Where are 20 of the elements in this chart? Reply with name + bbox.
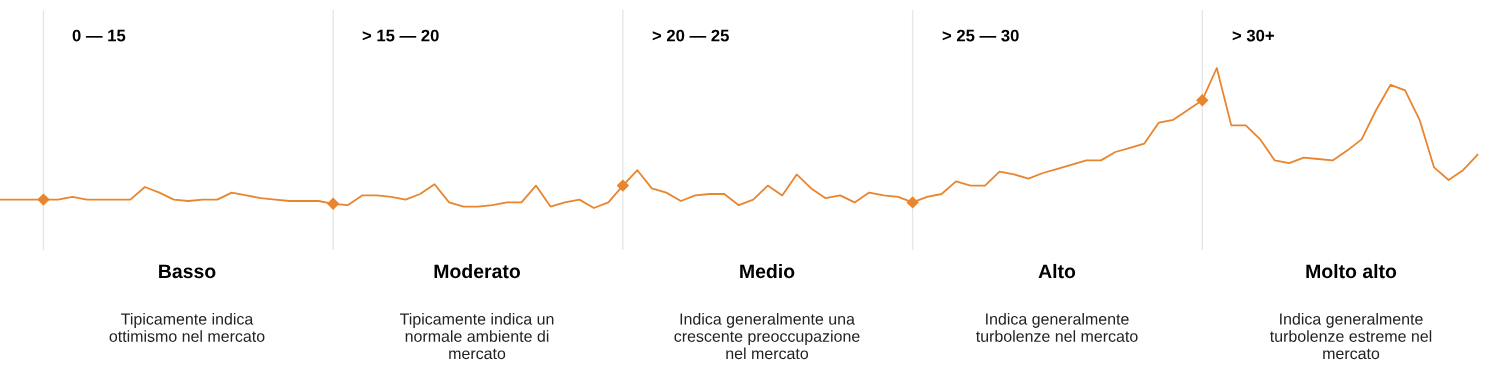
text: Indica generalmente una crescente preoccupazione nel mercato (674, 313, 860, 360)
text: Molto alto (1306, 263, 1397, 279)
text: Basso (159, 264, 216, 279)
point (1196, 93, 1209, 107)
point (326, 197, 340, 211)
text: Moderato (434, 263, 520, 279)
point (906, 196, 919, 209)
text: Alto (1038, 263, 1076, 279)
text: Medio (740, 263, 795, 279)
text: > 25 — 30 (942, 29, 1019, 42)
point (37, 193, 50, 206)
text: Tipicamente indica un normale ambiente di mercato (399, 313, 554, 360)
point (616, 179, 630, 192)
text: Tipicamente indica ottimismo nel mercato (109, 313, 265, 342)
text: > 30+ (1232, 29, 1274, 42)
text: Indica generalmente turbolenze nel mercato (976, 313, 1138, 342)
text: > 20 — 25 (652, 29, 729, 42)
text: 0 — 15 (72, 29, 126, 42)
text: Indica generalmente turbolenze estreme nel mercato (1270, 313, 1432, 360)
text: > 15 — 20 (362, 29, 439, 42)
